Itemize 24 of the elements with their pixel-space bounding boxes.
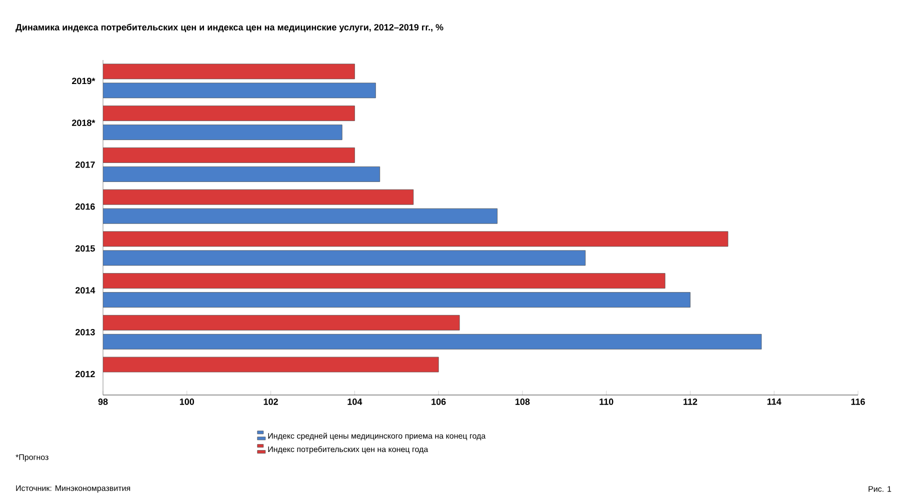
x-tick-label: 108 xyxy=(516,398,530,405)
x-tick-label: 112 xyxy=(684,398,698,405)
x-tick-label: 116 xyxy=(851,398,865,405)
legend-label: Индекс потребительских цен на конец года xyxy=(268,446,428,454)
chart-title: Динамика индекса потребительских цен и индекса цен на медицинские услуги, 2012–2019 гг., % xyxy=(16,24,444,32)
x-tick-label: 110 xyxy=(600,398,614,405)
x-tick-label: 98 xyxy=(98,398,108,405)
y-tick-label: 2018* xyxy=(72,120,96,126)
y-tick-label: 2019* xyxy=(72,78,96,84)
x-tick-label: 106 xyxy=(432,398,446,405)
y-tick-label: 2012 xyxy=(75,370,95,378)
y-tick-label: 2017 xyxy=(75,162,95,168)
y-tick-label: 2015 xyxy=(75,245,95,252)
x-tick-label: 104 xyxy=(348,398,362,405)
legend-label: Индекс средней цены медицинского приема на конец года xyxy=(268,432,486,440)
x-tick-label: 114 xyxy=(767,398,782,405)
x-tick-label: 100 xyxy=(180,398,194,405)
text: Рис. 1 xyxy=(868,486,892,492)
y-tick-label: 2014 xyxy=(75,287,96,294)
y-tick-label: 2013 xyxy=(75,328,95,336)
x-tick-label: 102 xyxy=(264,398,278,405)
y-tick-label: 2016 xyxy=(75,203,95,210)
text: *Прогноз xyxy=(16,454,48,462)
text: Источник: Минэкономразвития xyxy=(16,485,130,493)
